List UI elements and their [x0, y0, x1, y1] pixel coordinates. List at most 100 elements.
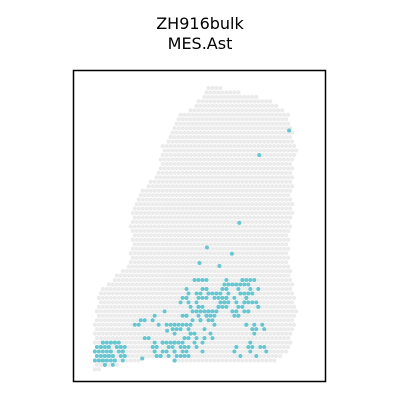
- background-spot: [248, 135, 253, 140]
- background-spot: [104, 331, 109, 336]
- background-spot: [212, 108, 217, 113]
- highlighted-spot: [260, 322, 265, 327]
- background-spot: [206, 85, 211, 91]
- background-spot: [274, 228, 279, 234]
- background-spot: [204, 143, 209, 149]
- highlighted-spot: [180, 295, 185, 300]
- background-spot: [180, 135, 185, 140]
- background-spot: [272, 349, 277, 354]
- background-spot: [144, 313, 149, 318]
- background-spot: [226, 228, 231, 234]
- background-spot: [208, 108, 213, 113]
- background-spot: [190, 327, 195, 332]
- background-spot: [264, 152, 269, 158]
- background-spot: [266, 121, 271, 126]
- background-spot: [132, 269, 137, 274]
- background-spot: [188, 126, 193, 131]
- background-spot: [286, 300, 291, 305]
- background-spot: [280, 313, 285, 318]
- background-spot: [238, 94, 243, 100]
- background-spot: [226, 273, 231, 278]
- background-spot: [250, 273, 255, 278]
- background-spot: [154, 184, 159, 189]
- background-spot: [282, 264, 287, 269]
- background-spot: [210, 300, 215, 305]
- background-spot: [204, 206, 209, 211]
- background-spot: [200, 99, 205, 104]
- background-spot: [276, 260, 281, 265]
- background-spot: [286, 282, 291, 287]
- background-spot: [252, 251, 257, 256]
- background-spot: [200, 197, 205, 202]
- background-spot: [260, 99, 265, 104]
- background-spot: [126, 318, 131, 323]
- background-spot: [288, 161, 293, 167]
- background-spot: [224, 322, 229, 327]
- background-spot: [144, 251, 149, 256]
- background-spot: [144, 322, 149, 327]
- highlighted-spot: [242, 291, 247, 296]
- background-spot: [282, 237, 287, 242]
- background-spot: [232, 215, 237, 220]
- background-spot: [228, 90, 233, 95]
- background-spot: [180, 179, 185, 184]
- highlighted-spot: [214, 309, 219, 314]
- background-spot: [136, 224, 141, 229]
- background-spot: [136, 349, 141, 354]
- background-spot: [182, 130, 187, 135]
- background-spot: [270, 219, 275, 225]
- background-spot: [262, 148, 267, 153]
- background-spot: [258, 184, 263, 189]
- background-spot: [180, 161, 185, 167]
- background-spot: [230, 175, 235, 180]
- background-spot: [258, 103, 263, 108]
- highlighted-spot: [160, 349, 165, 354]
- background-spot: [242, 344, 247, 350]
- background-spot: [264, 188, 269, 193]
- background-spot: [214, 228, 219, 234]
- highlighted-spot: [216, 295, 221, 300]
- background-spot: [98, 336, 103, 341]
- background-spot: [288, 340, 293, 345]
- background-spot: [230, 166, 235, 171]
- background-spot: [194, 130, 199, 135]
- background-spot: [154, 282, 159, 287]
- background-spot: [214, 282, 219, 287]
- background-spot: [216, 117, 221, 122]
- highlighted-spot: [140, 356, 145, 361]
- background-spot: [252, 215, 257, 220]
- background-spot: [176, 188, 181, 193]
- background-spot: [246, 166, 251, 171]
- background-spot: [272, 277, 277, 283]
- background-spot: [268, 161, 273, 167]
- background-spot: [222, 202, 227, 207]
- background-spot: [214, 273, 219, 278]
- background-spot: [246, 94, 251, 100]
- background-spot: [262, 130, 267, 135]
- background-spot: [246, 121, 251, 126]
- background-spot: [286, 255, 291, 260]
- background-spot: [278, 193, 283, 198]
- background-spot: [230, 210, 235, 216]
- background-spot: [176, 233, 181, 238]
- background-spot: [182, 184, 187, 189]
- background-spot: [168, 286, 173, 292]
- background-spot: [206, 175, 211, 180]
- background-spot: [98, 318, 103, 323]
- background-spot: [270, 175, 275, 180]
- background-spot: [264, 358, 269, 363]
- background-spot: [146, 300, 151, 305]
- background-spot: [186, 255, 191, 260]
- background-spot: [278, 228, 283, 234]
- background-spot: [196, 233, 201, 238]
- background-spot: [290, 202, 295, 207]
- background-spot: [182, 291, 187, 296]
- background-spot: [208, 135, 213, 140]
- background-spot: [210, 85, 215, 91]
- background-spot: [176, 349, 181, 354]
- background-spot: [266, 291, 271, 296]
- background-spot: [222, 246, 227, 251]
- background-spot: [172, 251, 177, 256]
- background-spot: [278, 166, 283, 171]
- background-spot: [200, 215, 205, 220]
